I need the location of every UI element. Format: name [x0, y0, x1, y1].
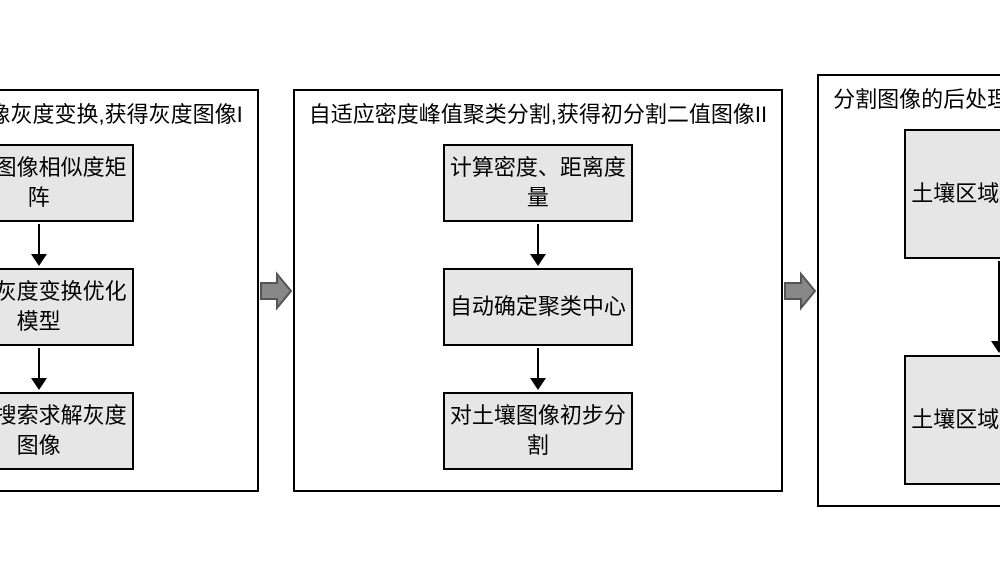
down-arrow-icon — [31, 346, 47, 392]
stage-1-box-3-label: 离散搜索求解灰度图像 — [0, 401, 128, 460]
stage-1: 可分离性彩色图像灰度变换,获得灰度图像I 计算图像相似度矩阵 建立灰度变换优化模… — [0, 89, 259, 492]
stage-3-box-1-label: 土壤区域边界提取 — [911, 179, 1000, 209]
stage-1-title: 可分离性彩色图像灰度变换,获得灰度图像I — [0, 101, 243, 130]
stage-1-box-1-label: 计算图像相似度矩阵 — [0, 153, 128, 212]
stage-2-box-3: 对土壤图像初步分割 — [443, 392, 633, 470]
flowchart-container: 输入原始图像 可分离性彩色图像灰度变换,获得灰度图像I 计算图像相似度矩阵 建立… — [0, 0, 1000, 581]
stage-2-box-1-label: 计算密度、距离度量 — [449, 153, 627, 212]
down-arrow-icon — [991, 259, 1000, 355]
stage-3-box-2-label: 土壤区域区域填充 — [911, 405, 1000, 435]
stage-1-box-1: 计算图像相似度矩阵 — [0, 144, 134, 222]
stage-2-box-3-label: 对土壤图像初步分割 — [449, 401, 627, 460]
arrow-2 — [259, 268, 293, 314]
stage-2-box-2-label: 自动确定聚类中心 — [450, 292, 626, 322]
stage-1-box-2-label: 建立灰度变换优化模型 — [0, 277, 128, 336]
stage-2-box-2: 自动确定聚类中心 — [443, 268, 633, 346]
stage-3-box-1: 土壤区域边界提取 — [904, 129, 1000, 259]
stage-3-title: 分割图像的后处理,获得二值图像III — [833, 86, 1000, 115]
stage-3-box-2: 土壤区域区域填充 — [904, 355, 1000, 485]
stage-2-title: 自适应密度峰值聚类分割,获得初分割二值图像II — [309, 101, 767, 130]
stage-3: 分割图像的后处理,获得二值图像III 土壤区域边界提取 土壤区域区域填充 — [817, 74, 1000, 507]
arrow-3 — [783, 268, 817, 314]
stage-1-box-3: 离散搜索求解灰度图像 — [0, 392, 134, 470]
stage-2: 自适应密度峰值聚类分割,获得初分割二值图像II 计算密度、距离度量 自动确定聚类… — [293, 89, 783, 492]
stage-2-box-1: 计算密度、距离度量 — [443, 144, 633, 222]
stage-1-box-2: 建立灰度变换优化模型 — [0, 268, 134, 346]
down-arrow-icon — [530, 222, 546, 268]
down-arrow-icon — [530, 346, 546, 392]
down-arrow-icon — [31, 222, 47, 268]
